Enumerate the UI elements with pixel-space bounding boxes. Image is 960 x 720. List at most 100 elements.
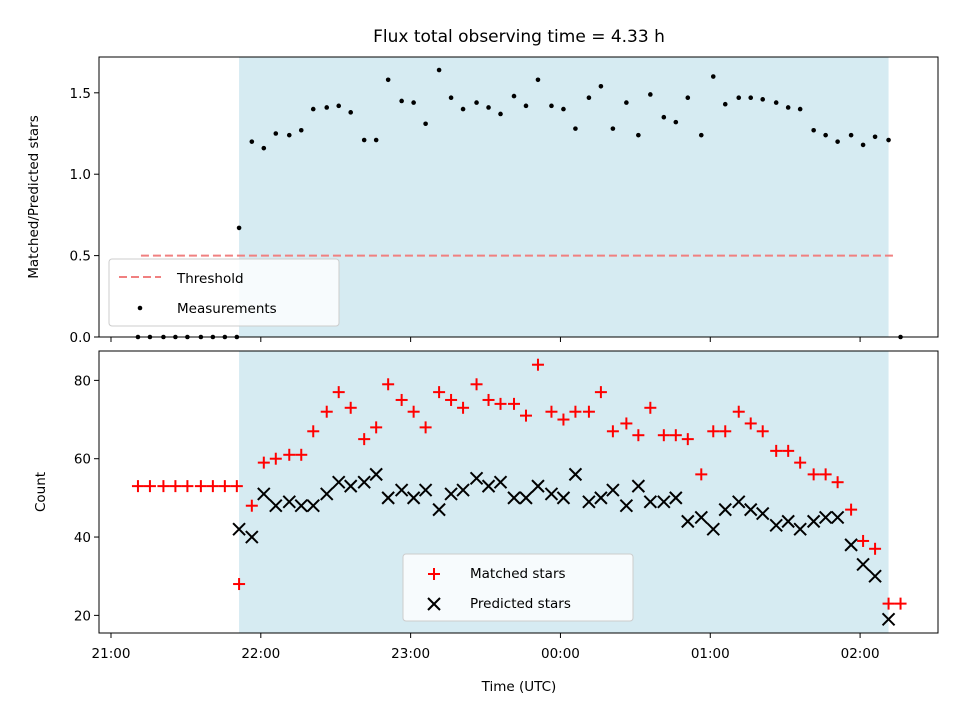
predicted-star-point <box>868 569 882 583</box>
predicted-star-point <box>519 491 533 505</box>
measurement-point <box>448 95 454 100</box>
matched-star-point <box>819 468 832 481</box>
top-plot-frame <box>98 56 939 338</box>
predicted-star-point <box>432 502 446 517</box>
measurement-point <box>710 74 716 79</box>
predicted-star-point <box>631 479 646 493</box>
predicted-star-point <box>507 491 521 505</box>
measurement-point <box>598 84 604 89</box>
matched-star-point <box>494 397 507 410</box>
predicted-star-point <box>669 491 683 505</box>
predicted-star-point <box>818 510 833 525</box>
predicted-star-point <box>718 502 732 517</box>
measurement-point <box>736 95 742 100</box>
measurement-point <box>549 103 554 109</box>
predicted-star-point <box>781 514 795 529</box>
matched-star-point <box>320 405 333 418</box>
measurement-point <box>685 95 691 100</box>
predicted-star-point <box>381 491 395 505</box>
matched-star-point <box>370 421 383 434</box>
matched-star-point <box>419 421 432 434</box>
measurement-point <box>835 139 840 144</box>
matched-star-point <box>218 480 231 493</box>
predicted-star-point <box>444 487 458 501</box>
matched-star-point <box>869 542 882 555</box>
measurement-point <box>273 131 279 136</box>
predicted-star-point <box>694 510 708 525</box>
y-tick-label: 80 <box>74 373 91 389</box>
y-tick-label: 1.0 <box>70 167 91 183</box>
bottom-panel: Count 20 40 60 80 21:00 22:00 23:00 00:00 01:00… <box>33 350 939 662</box>
predicted-star-point <box>681 514 695 529</box>
matched-star-point <box>508 397 521 410</box>
matched-star-point <box>131 480 144 493</box>
top-ylabel: Matched/Predicted stars <box>26 115 42 278</box>
matched-star-point <box>569 405 582 418</box>
measurement-point <box>848 132 854 138</box>
matched-star-point <box>382 378 395 391</box>
predicted-star-point <box>456 483 470 497</box>
measurement-point <box>474 100 479 105</box>
predicted-star-point <box>357 475 371 489</box>
matched-star-point <box>283 448 296 461</box>
measurement-point <box>573 126 578 131</box>
measurement-point <box>236 225 242 231</box>
legend-measurements-label: Measurements <box>177 301 277 317</box>
predicted-star-point <box>493 475 508 489</box>
measurement-point <box>399 98 404 104</box>
matched-star-point <box>669 429 682 442</box>
matched-star-point <box>233 578 246 591</box>
predicted-star-point <box>732 495 746 509</box>
y-tick-label: 40 <box>74 530 91 546</box>
measurement-point <box>436 67 442 73</box>
predicted-star-point <box>369 467 383 482</box>
matched-star-point <box>770 444 783 457</box>
x-tick-label: 23:00 <box>391 646 430 662</box>
measurement-point <box>648 92 653 97</box>
x-tick-label: 00:00 <box>541 646 580 662</box>
predicted-star-point <box>544 487 559 501</box>
bottom-plot-frame <box>98 350 939 634</box>
predicted-star-point <box>793 522 807 536</box>
matched-star-point <box>794 456 807 469</box>
matched-star-point <box>732 405 745 418</box>
measurement-point <box>698 132 704 138</box>
matched-star-point <box>681 433 694 446</box>
predicted-star-point <box>481 479 496 493</box>
measurement-point <box>785 105 791 110</box>
measurement-point <box>586 95 592 100</box>
measurement-point <box>324 105 330 110</box>
matched-star-point <box>257 456 270 469</box>
predicted-star-point <box>844 538 858 552</box>
top-panel: Matched/Predicted stars 0.0 0.5 1.0 1.5 Thr… <box>26 56 939 346</box>
predicted-star-point <box>418 483 433 497</box>
matched-star-point <box>719 425 732 438</box>
legend-matched-swatch <box>428 568 440 580</box>
y-tick-label: 1.5 <box>70 86 91 102</box>
legend-threshold-label: Threshold <box>176 271 244 287</box>
predicted-star-point <box>830 510 845 525</box>
measurement-point <box>261 145 267 151</box>
predicted-star-point <box>756 506 770 521</box>
measurement-point <box>886 137 891 143</box>
matched-star-point <box>395 393 408 406</box>
predicted-star-point <box>294 499 308 513</box>
measurement-point <box>673 119 679 125</box>
matched-star-point <box>470 378 483 391</box>
measurement-point <box>872 134 878 140</box>
predicted-star-point <box>306 499 320 513</box>
measurement-point <box>811 127 816 133</box>
predicted-star-point <box>594 491 608 505</box>
matched-star-point <box>230 480 243 493</box>
predicted-star-point <box>643 495 658 509</box>
measurement-point <box>535 77 541 83</box>
predicted-star-point <box>556 491 571 505</box>
measurement-point <box>760 97 766 102</box>
measurement-point <box>511 93 517 99</box>
matched-star-point <box>782 444 795 457</box>
matched-star-point <box>206 480 219 493</box>
bottom-ylabel: Count <box>33 472 49 512</box>
measurement-point <box>523 103 529 109</box>
predicted-star-point <box>568 467 583 482</box>
matched-star-point <box>531 358 544 371</box>
